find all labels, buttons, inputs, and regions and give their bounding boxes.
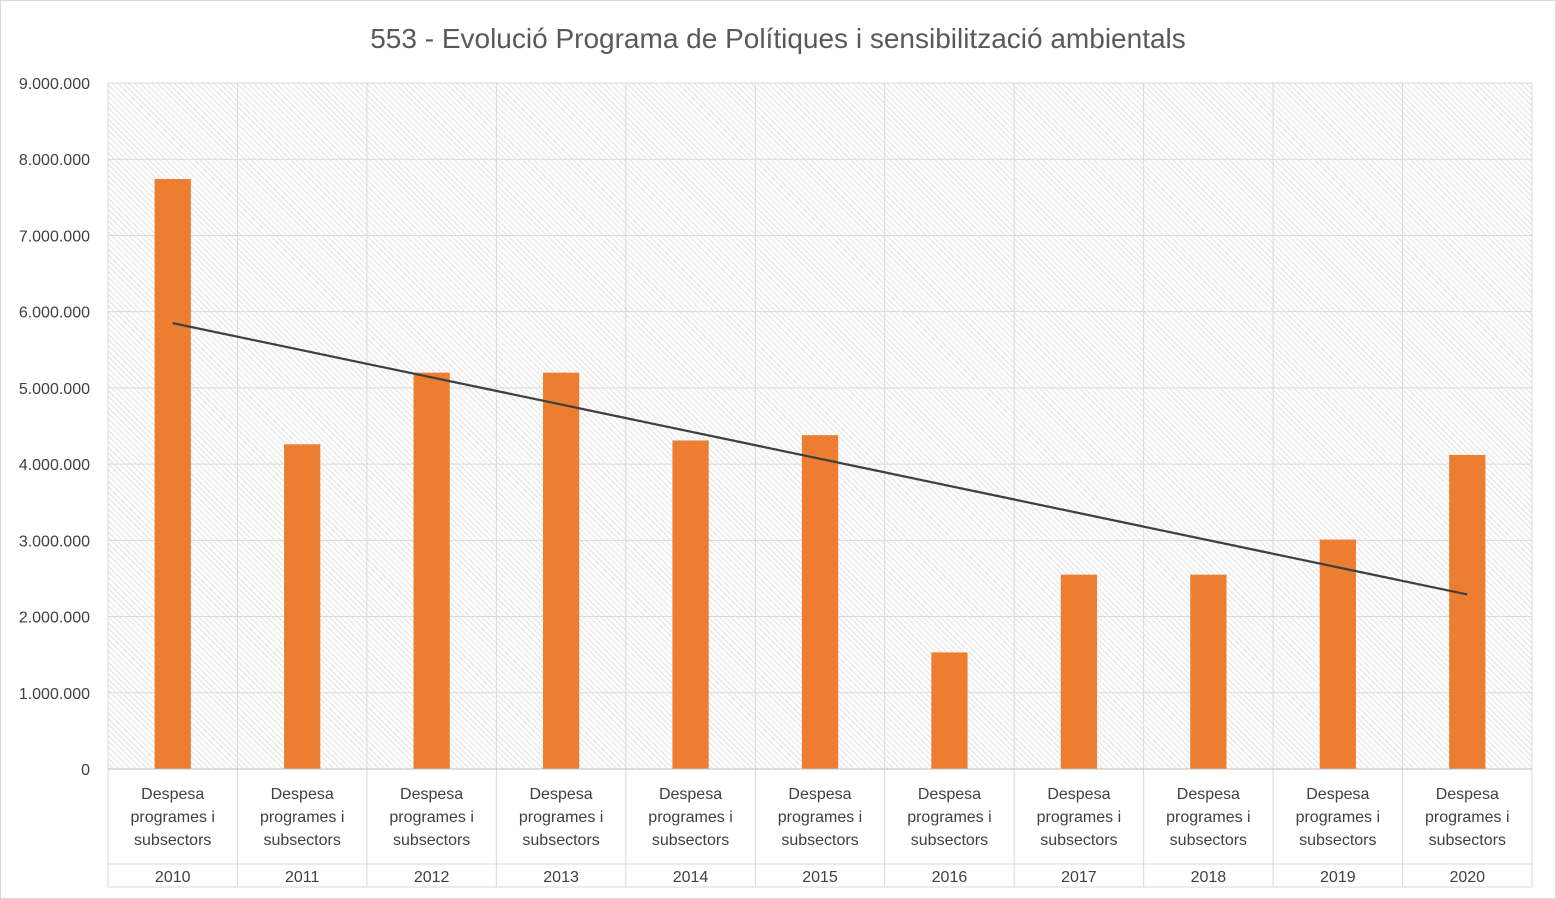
y-tick-label: 6.000.000 [19,305,90,322]
x-group-label: Despesa programes i subsectors [519,786,603,849]
x-group-label: Despesa programes i subsectors [1425,786,1509,849]
x-group-label: Despesa programes i subsectors [648,786,732,849]
y-axis-ticks: 0 1.000.000 2.000.000 3.000.000 4.000.000 5.0… [19,76,90,779]
bar-series [108,179,1532,770]
y-tick-label: 4.000.000 [19,457,90,474]
y-tick-label: 1.000.000 [19,686,90,703]
x-tick-label-2019: 2019 [1320,869,1356,886]
bar-2013 [542,372,580,769]
y-tick-label: 0 [81,762,90,779]
x-group-label: Despesa programes i subsectors [1037,786,1121,849]
trendline-group [172,321,1468,596]
bar-2011 [284,444,321,769]
x-tick-label-2020: 2020 [1449,869,1485,886]
x-group-label: Despesa programes i subsectors [778,786,862,849]
x-tick-label-2017: 2017 [1061,869,1097,886]
y-tick-label: 8.000.000 [19,152,90,169]
x-tick-label-2011: 2011 [285,869,320,886]
y-tick-label: 7.000.000 [19,228,90,245]
x-tick-label-2015: 2015 [802,869,838,886]
x-tick-label-2018: 2018 [1191,869,1227,886]
bar-2012 [413,372,450,769]
x-group-label: Despesa programes i subsectors [907,786,991,849]
y-tick-label: 5.000.000 [19,381,90,398]
x-tick-label-2016: 2016 [932,869,968,886]
x-tick-label-2014: 2014 [673,869,709,886]
bar-2020 [1449,454,1486,769]
x-group-label: Despesa programes i subsectors [389,786,473,849]
bar-2019 [1319,539,1356,769]
x-group-label: Despesa programes i subsectors [1296,786,1380,849]
x-group-label: Despesa programes i subsectors [130,786,214,849]
bar-2010 [154,179,191,770]
chart-title: 553 - Evolució Programa de Polítiques i … [370,23,1186,54]
trendline [172,321,1468,596]
bar-2014 [672,440,709,769]
x-group-label: Despesa programes i subsectors [260,786,344,849]
bar-2018 [1190,574,1227,769]
bar-2017 [1060,574,1098,769]
x-group-label: Despesa programes i subsectors [1166,786,1250,849]
bar-2016 [931,652,968,769]
y-tick-label: 3.000.000 [19,533,90,550]
x-tick-label-2010: 2010 [155,869,191,886]
x-axis-labels: Despesa programes i subsectors 2010 Despesa p… [130,786,1509,886]
y-tick-label: 2.000.000 [19,610,90,627]
x-tick-label-2012: 2012 [414,869,450,886]
grid-vertical [107,83,1533,888]
x-tick-label-2013: 2013 [543,869,579,886]
y-tick-label: 9.000.000 [19,76,90,93]
bar-2015 [801,435,839,769]
